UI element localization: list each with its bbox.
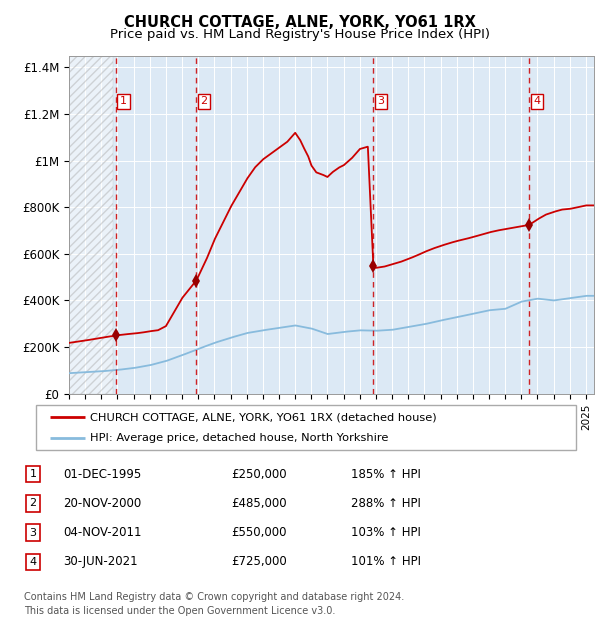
Text: 20-NOV-2000: 20-NOV-2000 bbox=[63, 497, 141, 510]
Text: 30-JUN-2021: 30-JUN-2021 bbox=[63, 556, 137, 568]
Text: 4: 4 bbox=[29, 557, 37, 567]
Text: 2: 2 bbox=[29, 498, 37, 508]
Text: CHURCH COTTAGE, ALNE, YORK, YO61 1RX (detached house): CHURCH COTTAGE, ALNE, YORK, YO61 1RX (de… bbox=[90, 412, 437, 422]
Text: 185% ↑ HPI: 185% ↑ HPI bbox=[351, 468, 421, 481]
Text: £725,000: £725,000 bbox=[231, 556, 287, 568]
Text: Contains HM Land Registry data © Crown copyright and database right 2024.: Contains HM Land Registry data © Crown c… bbox=[24, 592, 404, 602]
Text: CHURCH COTTAGE, ALNE, YORK, YO61 1RX: CHURCH COTTAGE, ALNE, YORK, YO61 1RX bbox=[124, 15, 476, 30]
Text: 2: 2 bbox=[200, 97, 208, 107]
Text: 01-DEC-1995: 01-DEC-1995 bbox=[63, 468, 141, 481]
Text: 1: 1 bbox=[120, 97, 127, 107]
Text: This data is licensed under the Open Government Licence v3.0.: This data is licensed under the Open Gov… bbox=[24, 606, 335, 616]
Text: 101% ↑ HPI: 101% ↑ HPI bbox=[351, 556, 421, 568]
Text: £550,000: £550,000 bbox=[231, 526, 287, 539]
Text: 4: 4 bbox=[533, 97, 541, 107]
Text: 288% ↑ HPI: 288% ↑ HPI bbox=[351, 497, 421, 510]
Text: 103% ↑ HPI: 103% ↑ HPI bbox=[351, 526, 421, 539]
Text: Price paid vs. HM Land Registry's House Price Index (HPI): Price paid vs. HM Land Registry's House … bbox=[110, 28, 490, 41]
FancyBboxPatch shape bbox=[36, 405, 576, 450]
Text: HPI: Average price, detached house, North Yorkshire: HPI: Average price, detached house, Nort… bbox=[90, 433, 388, 443]
Text: 3: 3 bbox=[29, 528, 37, 538]
Text: 3: 3 bbox=[377, 97, 385, 107]
Bar bbox=[69, 56, 113, 394]
Text: £250,000: £250,000 bbox=[231, 468, 287, 481]
Text: 1: 1 bbox=[29, 469, 37, 479]
Text: 04-NOV-2011: 04-NOV-2011 bbox=[63, 526, 142, 539]
Text: £485,000: £485,000 bbox=[231, 497, 287, 510]
